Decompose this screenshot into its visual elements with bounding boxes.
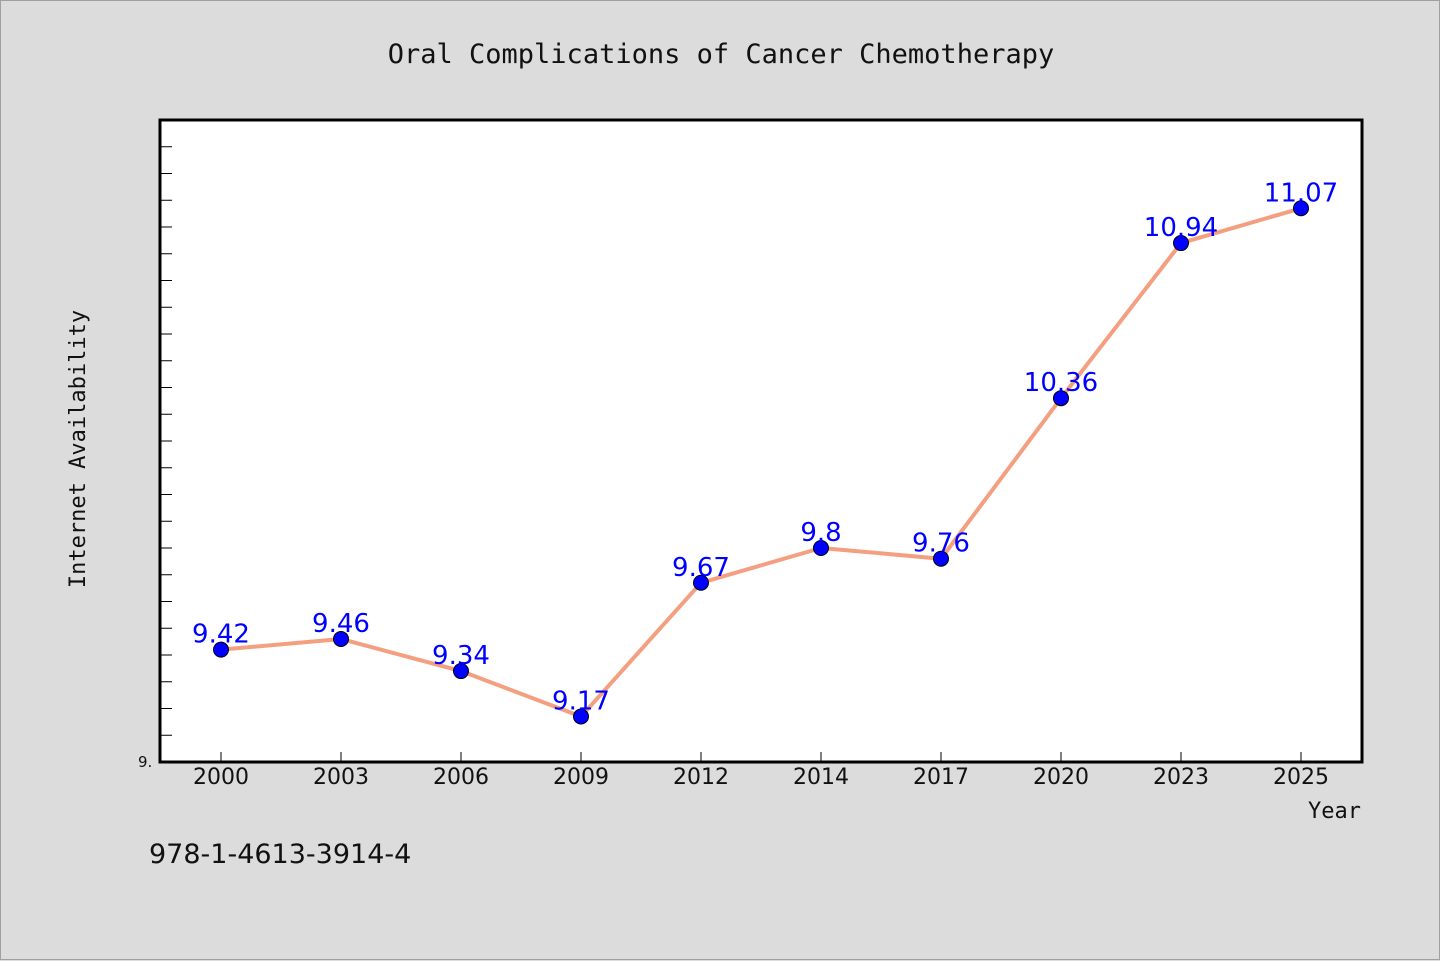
plot-area [158, 118, 1364, 764]
data-label: 10.36 [1024, 368, 1098, 398]
x-tick-label: 2003 [313, 765, 369, 790]
data-label: 9.76 [912, 529, 970, 559]
data-label: 9.42 [192, 620, 250, 650]
x-tick-label: 2006 [433, 765, 489, 790]
x-tick-label: 2014 [793, 765, 849, 790]
series-line [220, 206, 1302, 719]
data-label: 9.34 [432, 641, 490, 671]
x-axis-ticks: 2000 2003 2006 2009 2012 2014 2017 2020 2023 2025 [193, 752, 1329, 790]
data-point [333, 630, 349, 647]
y-axis-label: Internet Availability [66, 310, 91, 588]
x-tick-label: 2009 [553, 765, 609, 790]
data-label: 11.07 [1264, 178, 1338, 208]
data-point [213, 641, 229, 658]
x-tick-label: 2012 [673, 765, 729, 790]
y-axis-ticks [160, 146, 172, 736]
y-tick-label: 9. [138, 753, 152, 771]
x-axis-label: Year [1308, 799, 1361, 824]
series-layer: 9.42 9.46 9.34 9.17 9.67 9.8 9.76 10.36 10.94 11.… [192, 178, 1338, 725]
data-label: 9.46 [312, 609, 370, 639]
data-point [1173, 235, 1189, 252]
data-point [933, 550, 949, 567]
x-tick-label: 2000 [193, 765, 249, 790]
data-label: 9.67 [672, 553, 730, 583]
isbn-text: 978-1-4613-3914-4 [149, 839, 411, 870]
data-label: 9.17 [552, 687, 610, 717]
data-point [813, 540, 829, 556]
x-tick-label: 2023 [1153, 765, 1209, 790]
data-point [1053, 390, 1069, 407]
data-label: 10.94 [1144, 213, 1218, 243]
data-point [693, 574, 709, 591]
data-point [573, 708, 589, 725]
chart-title: Oral Complications of Cancer Chemotherap… [388, 39, 1054, 70]
data-label: 9.8 [800, 518, 841, 548]
data-point [453, 663, 469, 680]
data-point [1293, 200, 1309, 217]
x-tick-label: 2017 [913, 765, 969, 790]
x-tick-label: 2020 [1033, 765, 1089, 790]
x-tick-label: 2025 [1273, 765, 1329, 790]
